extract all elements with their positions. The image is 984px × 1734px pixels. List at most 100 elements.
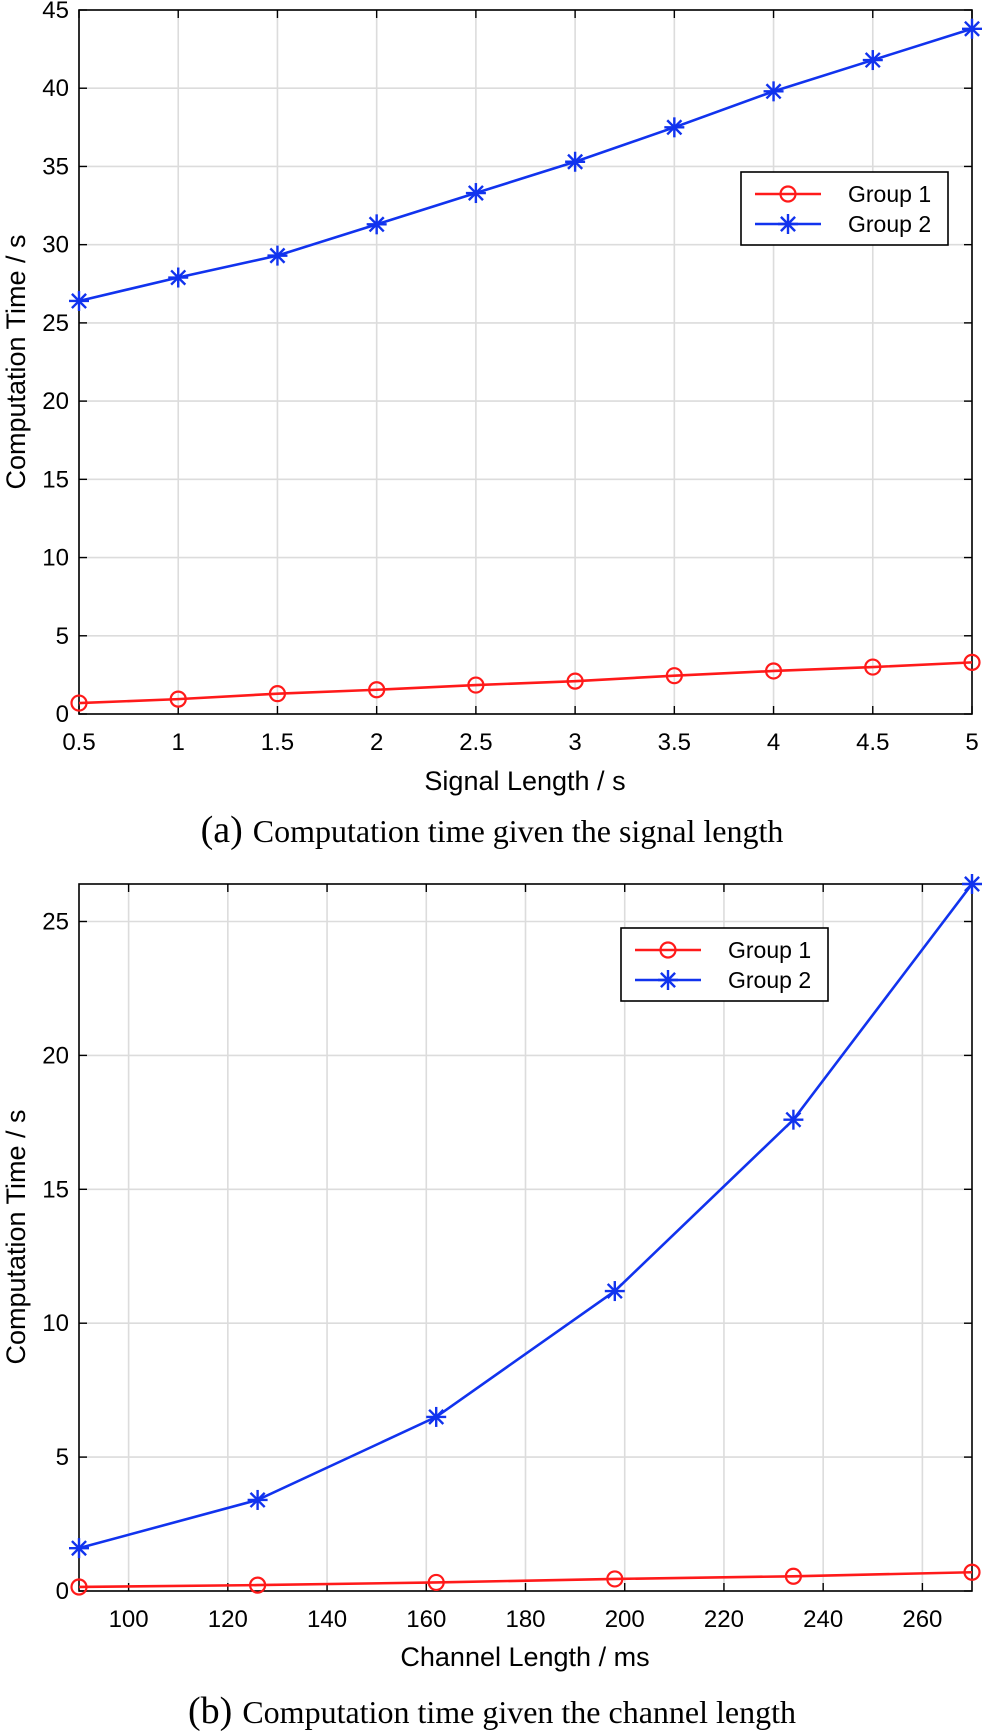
chart-a-series-2-point-stroke (765, 83, 782, 100)
chart-a-y-tick-label: 5 (56, 623, 69, 650)
chart-a-series-2-point (565, 151, 586, 172)
chart-a-x-axis-label: Signal Length / s (424, 766, 625, 796)
chart-a-series-2-point-stroke (170, 269, 187, 286)
chart-b-legend-marker-stroke (660, 972, 676, 988)
chart-a-series (69, 18, 982, 712)
chart-a-legend-label: Group 2 (848, 211, 931, 237)
chart-b-legend-label: Group 2 (728, 967, 811, 993)
chart-b-x-axis-label: Channel Length / ms (400, 1642, 649, 1672)
chart-a-y-tick-label: 15 (42, 466, 69, 493)
chart-b-legend-label: Group 1 (728, 937, 811, 963)
chart-b-series-2-point-stroke (964, 876, 980, 892)
chart-a-series-2-point (664, 117, 685, 138)
chart-b-series-1-point (249, 1576, 267, 1594)
chart-b-x-ticks: 100 120 140 160 180 200 220 240 260 (109, 884, 942, 1633)
chart-a-series-1-point (169, 690, 187, 708)
chart-a-y-axis-label: Computation Time / s (1, 234, 31, 489)
chart-b-series-2-point (247, 1489, 268, 1510)
chart-a-series-2-point (69, 290, 89, 311)
chart-a-series-2-point-stroke (864, 52, 881, 69)
chart-b-series-1-point (963, 1563, 981, 1581)
chart-a-y-ticks: 0 5 10 15 20 25 30 35 40 45 (42, 0, 972, 728)
chart-a-x-tick-label: 1.5 (261, 729, 294, 756)
chart-a-series-2-point-stroke (567, 153, 584, 170)
chart-b-y-tick-label: 25 (42, 908, 69, 935)
chart-a-series-2-point-stroke (368, 216, 385, 233)
chart-a-legend-label: Group 1 (848, 181, 931, 207)
chart-a-x-tick-label: 4 (767, 729, 780, 756)
chart-a-series-1-point (368, 681, 386, 699)
chart-b-x-tick-label: 120 (208, 1606, 248, 1633)
chart-b-series-2-point-stroke (249, 1491, 266, 1508)
chart-b-y-tick-label: 5 (56, 1444, 69, 1471)
chart-a-y-tick-label: 25 (42, 310, 69, 337)
chart-b-legend-marker (659, 941, 677, 959)
chart-b-series-2-point (604, 1281, 625, 1302)
chart-a-legend: Group 1 Group 2 (740, 171, 949, 246)
chart-a-series-1-point (963, 653, 981, 671)
chart-b-series-1-line (78, 1570, 973, 1589)
chart-a-series-1-point (268, 685, 287, 703)
chart-a-x-ticks: 0.5 1 1.5 2 2.5 3 3.5 4 4.5 5 (62, 10, 979, 756)
chart-a-y-tick-label: 30 (42, 232, 69, 259)
chart-a-x-tick-label: 2.5 (459, 729, 492, 756)
chart-b-y-tick-label: 0 (56, 1578, 69, 1605)
chart-a-series-2-point (465, 183, 486, 204)
chart-b-series-1-point (427, 1573, 445, 1592)
chart-a-legend-box (740, 171, 949, 246)
chart-b-series-1-point (784, 1567, 803, 1585)
chart-a-caption-label: (a) (201, 809, 243, 851)
chart-a-x-tick-label: 3.5 (658, 729, 691, 756)
chart-a-plot-area (78, 9, 973, 715)
chart-a-x-tick-label: 2 (370, 729, 383, 756)
chart-a-series-1-point (70, 694, 88, 712)
chart-a-y-tick-label: 45 (42, 0, 69, 24)
chart-b-legend-box (620, 927, 829, 1002)
chart-a-x-tick-label: 5 (965, 729, 978, 756)
chart-b-series-1-point (70, 1578, 88, 1596)
chart-a-series-1-point (764, 662, 783, 680)
chart-b-x-tick-label: 140 (307, 1606, 347, 1633)
chart-b-legend-marker (658, 970, 678, 990)
chart-b-y-ticks: 0 5 10 15 20 25 (42, 908, 972, 1605)
chart-a-series-1-point (864, 658, 882, 676)
chart-b-legend: Group 1 Group 2 (620, 927, 829, 1002)
chart-a-series-1-line (78, 661, 973, 705)
chart-a-caption: (a) Computation time given the signal len… (201, 809, 784, 851)
chart-a-series-2-point (862, 50, 883, 71)
chart-a-x-tick-label: 4.5 (856, 729, 889, 756)
chart-b-series-2-point (69, 1538, 89, 1559)
chart-b-x-tick-label: 100 (109, 1606, 149, 1633)
chart-b-x-tick-label: 240 (803, 1606, 843, 1633)
chart-a-legend-marker (779, 185, 797, 203)
chart-b-series-1-point (606, 1570, 624, 1588)
chart-a-series-2-point-stroke (71, 293, 87, 309)
chart-a-y-tick-label: 0 (56, 701, 69, 728)
chart-a-series-2-line (78, 27, 973, 303)
chart-b-series-2-point-stroke (785, 1111, 802, 1128)
chart-b: 100 120 140 160 180 200 220 240 260 0 5 10 15 20 25 G… (1, 874, 982, 1732)
chart-a-y-tick-label: 35 (42, 153, 69, 180)
chart-a-series-2-point (267, 245, 288, 266)
chart-b-series-2-point-stroke (71, 1540, 87, 1557)
chart-b-series-2-point-stroke (606, 1283, 623, 1300)
chart-a-series-1-point (665, 667, 683, 685)
chart-a-series-2-point (763, 81, 784, 102)
chart-a-caption-text: Computation time given the signal length (253, 813, 784, 849)
chart-a-series-2-point (366, 214, 387, 235)
chart-a-series-2-point-stroke (666, 119, 683, 136)
chart-a-series-1-point (566, 672, 584, 690)
chart-b-grid (79, 884, 972, 1592)
chart-b-series-2-point (962, 874, 982, 894)
chart-b-x-tick-label: 260 (902, 1606, 942, 1633)
chart-b-series-2-point (783, 1109, 804, 1130)
chart-a-y-tick-label: 20 (42, 388, 69, 415)
chart-b-caption-label: (b) (188, 1690, 232, 1732)
chart-b-y-tick-label: 20 (42, 1042, 69, 1069)
chart-b-series (69, 874, 982, 1596)
chart-a-series-2-point-stroke (964, 20, 980, 37)
chart-a-series-2-point-stroke (467, 185, 484, 201)
chart-b-caption: (b) Computation time given the channel le… (188, 1690, 796, 1732)
chart-a-legend-marker-stroke (780, 216, 796, 232)
